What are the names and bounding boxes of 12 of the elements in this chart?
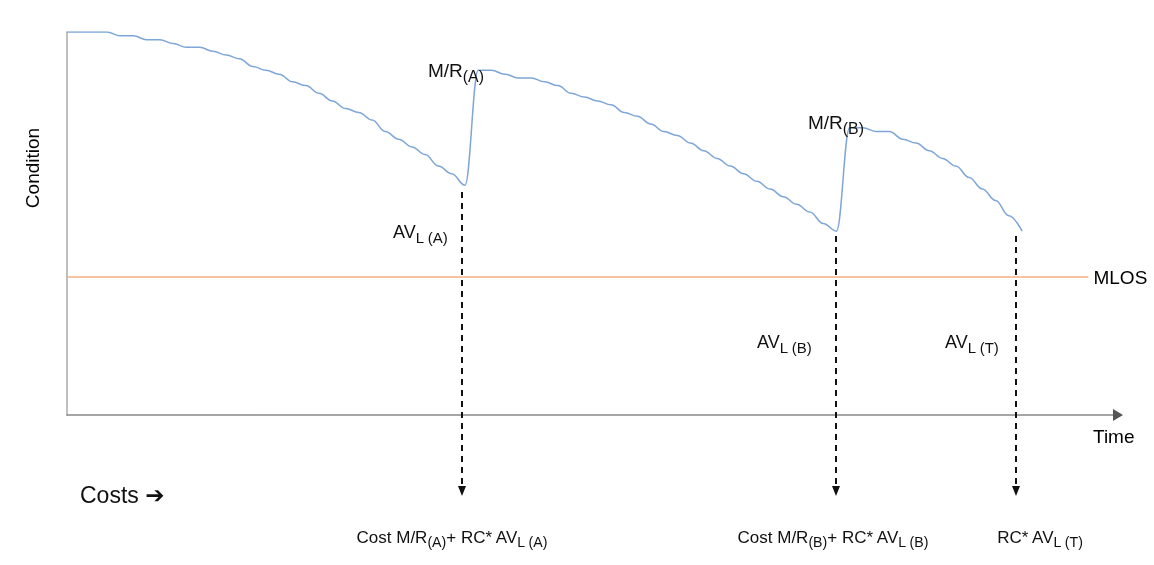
text: Costs ➔ [80, 482, 165, 509]
x-axis-title: Time [1093, 426, 1135, 448]
y-axis-title: Condition [22, 127, 44, 209]
annotation: M/R$_{(B)}$ [808, 112, 864, 138]
text: RC* AV$_{L (T)}$ [997, 528, 1083, 551]
text: Cost M/R$_{(B)}$+ RC* AV$_{L (B)}$ [737, 528, 929, 551]
annotation: AV$_{L (B)}$ [757, 332, 812, 356]
annotation: AV$_{L (T)}$ [945, 332, 999, 356]
ref-line-label: MLOS [1093, 266, 1148, 288]
text: Cost M/R$_{(A)}$+ RC* AV$_{L (A)}$ [356, 528, 548, 551]
annotation: AV$_{L (A)}$ [393, 222, 448, 246]
annotation: M/R$_{(A)}$ [428, 60, 484, 86]
